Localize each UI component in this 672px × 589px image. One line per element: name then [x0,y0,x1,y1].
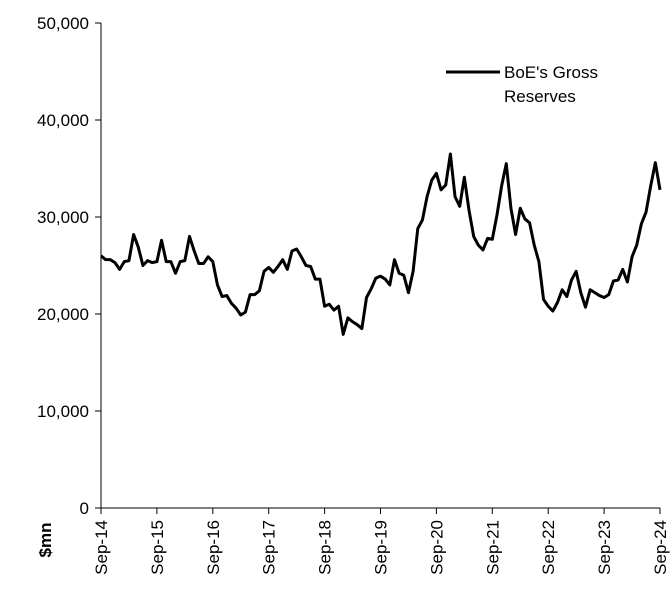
x-tick-label: Sep-23 [595,520,614,575]
y-tick-label: 40,000 [37,111,89,130]
x-tick-label: Sep-17 [260,520,279,575]
y-axis-title: $mn [36,523,55,558]
x-tick-label: Sep-15 [148,520,167,575]
x-axis-ticks: Sep-14 Sep-15 Sep-16 Sep-17 Sep-18 Sep-19 Sep-… [92,508,670,575]
y-axis-ticks: 0 10,000 20,000 30,000 40,000 50,000 [37,14,101,518]
x-tick-label: Sep-21 [483,520,502,575]
x-tick-label: Sep-14 [92,520,111,575]
series-line-boe-gross-reserves [100,152,662,336]
y-tick-label: 20,000 [37,305,89,324]
legend-label: BoE's Gross Reserves [504,63,603,106]
legend: BoE's Gross Reserves [446,63,603,106]
y-tick-label: 30,000 [37,208,89,227]
x-tick-label: Sep-19 [372,520,391,575]
x-tick-label: Sep-20 [427,520,446,575]
x-tick-label: Sep-22 [539,520,558,575]
y-tick-label: 50,000 [37,14,89,33]
x-tick-label: Sep-16 [204,520,223,575]
x-tick-label: Sep-24 [651,520,670,575]
x-tick-label: Sep-18 [316,520,335,575]
y-tick-label: 0 [80,499,89,518]
y-tick-label: 10,000 [37,402,89,421]
